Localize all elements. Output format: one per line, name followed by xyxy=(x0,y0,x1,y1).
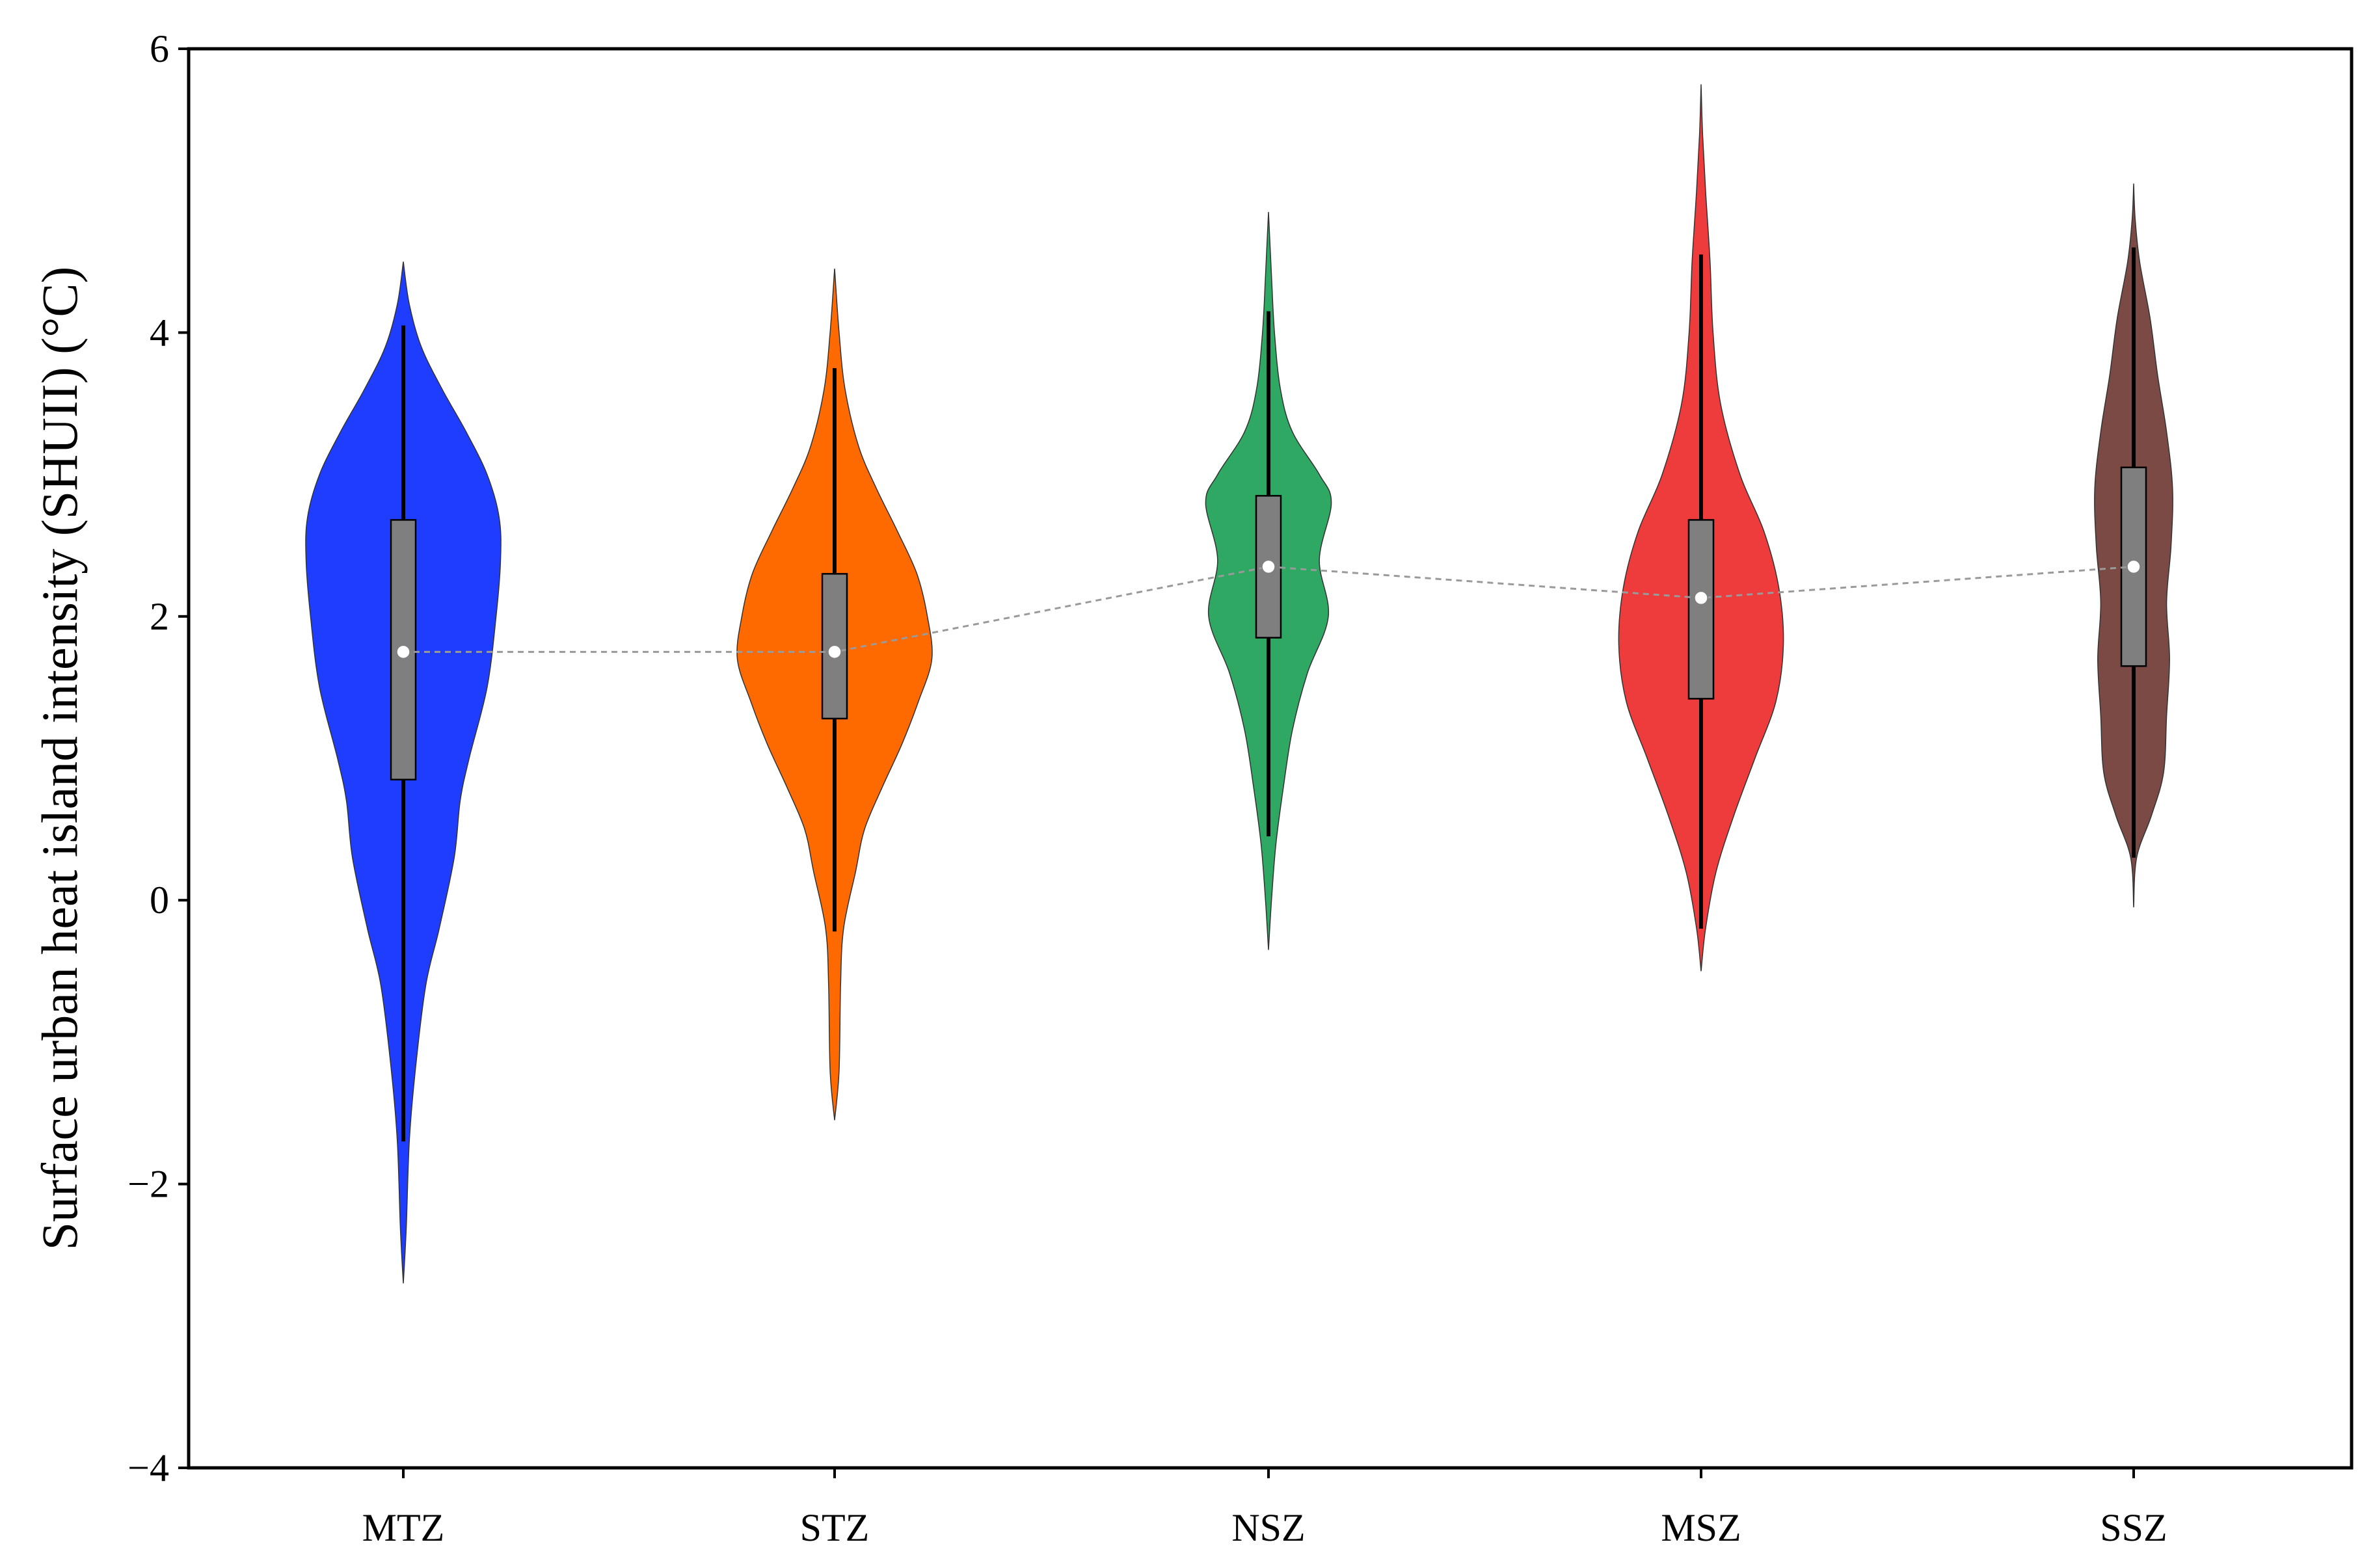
y-tick-label: 6 xyxy=(150,27,169,70)
x-tick-label-mtz: MTZ xyxy=(362,1506,445,1549)
y-axis-ticks: −4 −2 0 2 4 6 xyxy=(127,27,189,1489)
median-marker-nsz xyxy=(1261,559,1276,574)
y-tick-label: 4 xyxy=(150,311,169,354)
y-tick-label: 0 xyxy=(150,879,169,922)
median-marker-stz xyxy=(827,644,842,659)
median-marker-ssz xyxy=(2127,559,2141,574)
median-connector-line xyxy=(403,565,2134,653)
x-tick-label-msz: MSZ xyxy=(1661,1506,1741,1549)
median-markers-layer xyxy=(396,559,2141,659)
y-tick-label: −2 xyxy=(127,1163,169,1206)
x-axis-ticks: MTZ STZ NSZ MSZ SSZ xyxy=(362,1468,2167,1549)
median-marker-msz xyxy=(1694,591,1708,605)
x-tick-label-ssz: SSZ xyxy=(2100,1506,2167,1549)
iqr-box-msz xyxy=(1687,519,1715,700)
x-tick-label-stz: STZ xyxy=(800,1506,870,1549)
median-marker-mtz xyxy=(396,644,410,659)
y-tick-label: −4 xyxy=(127,1446,169,1489)
y-axis-title: Surface urban heat island intensity (SHU… xyxy=(31,267,88,1251)
plot-frame xyxy=(187,47,2354,1470)
y-tick-label: 2 xyxy=(150,595,169,638)
x-tick-label-nsz: NSZ xyxy=(1231,1506,1305,1549)
